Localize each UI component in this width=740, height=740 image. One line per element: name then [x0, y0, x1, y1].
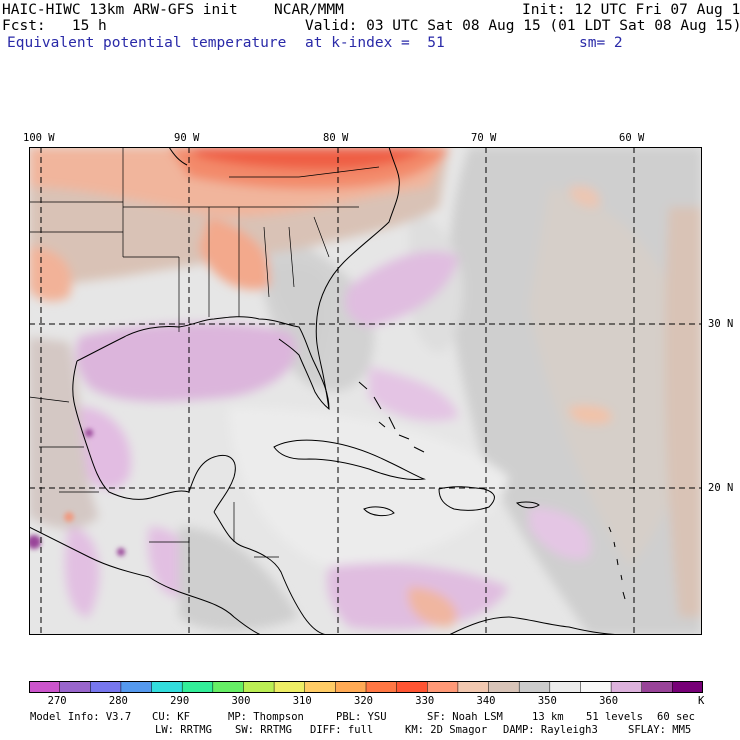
colorbar-cell [457, 681, 490, 693]
colorbar-tick-label: 300 [231, 695, 251, 707]
colorbar-cell [549, 681, 582, 693]
field-name: Equivalent potential temperature [7, 35, 287, 51]
colorbar-cell [365, 681, 398, 693]
colorbar-cell [610, 681, 643, 693]
center-label: NCAR/MMM [274, 2, 344, 18]
colorbar-cell [396, 681, 429, 693]
colorbar-tick-label: 290 [170, 695, 190, 707]
colorbar-tick-label: 340 [476, 695, 496, 707]
colorbar-cell [641, 681, 674, 693]
smoothing-label: sm= 2 [579, 35, 623, 51]
colorbar-cell [580, 681, 612, 693]
colorbar-tick-label: 360 [599, 695, 619, 707]
map-frame [29, 147, 702, 635]
footer-resolution: 13 km [532, 711, 564, 723]
lat-label-30n: 30 N [708, 318, 734, 330]
level-label: at k-index = 51 [305, 35, 445, 51]
footer-model-info: Model Info: V3.7 [30, 711, 132, 723]
graticule [29, 147, 702, 635]
theta-e-map [29, 147, 702, 635]
colorbar-cell [273, 681, 306, 693]
colorbar-cell [212, 681, 245, 693]
colorbar-cell [151, 681, 183, 693]
colorbar-cell [90, 681, 122, 693]
colorbar-cell [518, 681, 551, 693]
model-title: HAIC-HIWC 13km ARW-GFS init [2, 2, 238, 18]
spot-mexico [117, 548, 125, 556]
footer-sf: SF: Noah LSM [427, 711, 503, 723]
colorbar-cell [120, 681, 153, 693]
footer-damp: DAMP: Rayleigh3 [503, 724, 598, 736]
colorbar-cell [672, 681, 703, 693]
spot-orange-mexico [64, 512, 74, 522]
colorbar-cell [335, 681, 367, 693]
spot-gulf-west [85, 429, 93, 437]
colorbar-cell [304, 681, 337, 693]
lon-label-90w: 90 W [174, 132, 200, 144]
colorbar-cell [59, 681, 92, 693]
lon-label-60w: 60 W [619, 132, 645, 144]
footer-mp: MP: Thompson [228, 711, 304, 723]
footer-km: KM: 2D Smagor [405, 724, 488, 736]
colorbar-tick-label: 270 [47, 695, 67, 707]
valid-time: Valid: 03 UTC Sat 08 Aug 15 (01 LDT Sat … [305, 18, 740, 34]
field-shading [29, 147, 702, 635]
footer-diff: DIFF: full [310, 724, 374, 736]
footer-timestep: 60 sec [657, 711, 695, 723]
colorbar-tick-label: 320 [354, 695, 373, 707]
colorbar-cell [181, 681, 214, 693]
colorbar-unit: K [698, 695, 705, 707]
footer-levels: 51 levels [586, 711, 643, 723]
footer-lw: LW: RRTMG [155, 724, 212, 736]
spot-pacific [29, 535, 41, 549]
colorbar-tick-label: 310 [292, 695, 312, 707]
colorbar-cell [29, 681, 61, 693]
colorbar-tick-label: 330 [415, 695, 435, 707]
colorbar-cell [488, 681, 520, 693]
colorbar-tick-label: 350 [537, 695, 557, 707]
footer-cu: CU: KF [152, 711, 190, 723]
footer-sflay: SFLAY: MM5 [628, 724, 692, 736]
coastlines [29, 147, 630, 635]
lon-label-100w: 100 W [23, 132, 55, 144]
colorbar-cell [427, 681, 459, 693]
forecast-hour: Fcst: 15 h [2, 18, 107, 34]
colorbar-cell [243, 681, 275, 693]
lon-label-70w: 70 W [471, 132, 497, 144]
lat-label-20n: 20 N [708, 482, 734, 494]
footer-sw: SW: RRTMG [235, 724, 292, 736]
lon-label-80w: 80 W [323, 132, 349, 144]
init-time: Init: 12 UTC Fri 07 Aug 15 [522, 2, 740, 18]
colorbar-tick-label: 280 [108, 695, 128, 707]
colorbar [29, 681, 703, 693]
footer-pbl: PBL: YSU [336, 711, 387, 723]
